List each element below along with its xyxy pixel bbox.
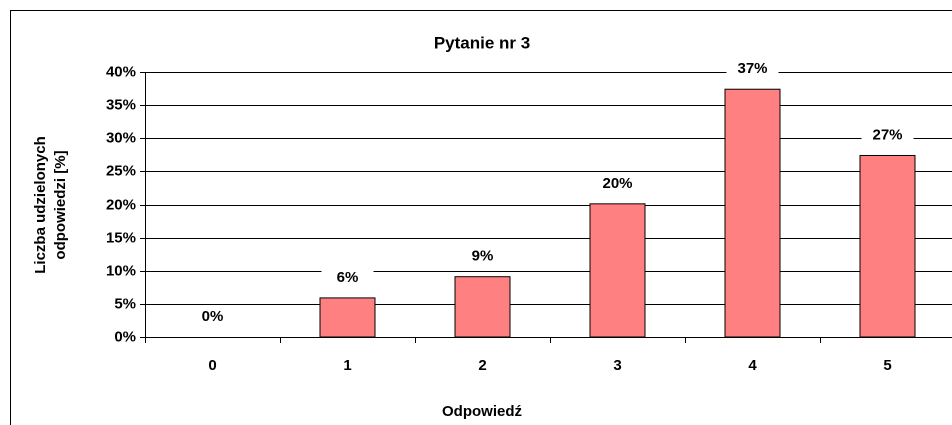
value-label-bg — [456, 246, 509, 267]
bar — [724, 88, 781, 338]
y-tick-label: 0% — [114, 328, 136, 345]
bar — [454, 276, 511, 338]
chart-frame — [10, 10, 952, 425]
x-tick-label: 3 — [613, 357, 621, 374]
bar — [859, 154, 916, 338]
x-tick-label: 5 — [883, 357, 891, 374]
value-label-bg — [321, 267, 374, 288]
x-tick-label: 1 — [343, 357, 351, 374]
y-axis-label-line: Liczba udzielonych — [32, 136, 49, 274]
chart-title: Pytanie nr 3 — [434, 33, 530, 52]
value-label-bg — [186, 307, 239, 327]
y-tick-label: 40% — [106, 63, 136, 80]
x-tick-label: 0 — [208, 357, 216, 374]
y-tick-label: 35% — [106, 96, 136, 113]
y-tick-label: 20% — [106, 196, 136, 213]
y-tick-label: 10% — [106, 262, 136, 279]
x-tick-label: 4 — [748, 357, 757, 374]
value-label: 37% — [737, 60, 767, 77]
y-tick-label: 5% — [114, 295, 136, 312]
value-label-bg — [591, 173, 644, 194]
value-label: 20% — [602, 175, 632, 192]
x-tick-label: 2 — [478, 357, 486, 374]
y-tick-label: 30% — [106, 129, 136, 146]
y-axis-label-line: odpowiedzi [%] — [52, 150, 69, 259]
y-tick-label: 25% — [106, 162, 136, 179]
value-label: 0% — [202, 308, 224, 325]
bar — [589, 203, 646, 338]
value-label: 6% — [337, 269, 359, 286]
bar — [319, 297, 376, 338]
value-label-bg — [861, 125, 914, 146]
y-axis-label: Liczba udzielonych odpowiedzi [%] — [32, 136, 69, 274]
x-axis-label: Odpowiedź — [442, 403, 522, 420]
y-tick-label: 15% — [106, 229, 136, 246]
value-label: 27% — [872, 126, 902, 143]
value-label-bg — [726, 59, 779, 80]
value-label: 9% — [472, 248, 494, 265]
